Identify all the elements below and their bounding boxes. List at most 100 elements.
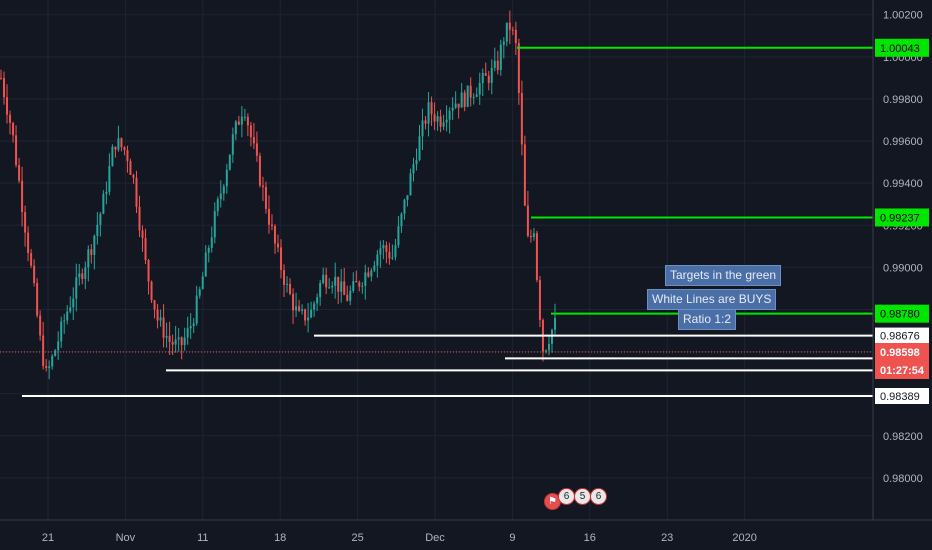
candle-body [102, 194, 105, 214]
candle-body [280, 247, 283, 271]
candle-body [460, 92, 463, 108]
candle-body [463, 92, 466, 107]
x-tick-label: 16 [584, 532, 596, 544]
candle-body [246, 116, 249, 126]
candle-body [96, 224, 99, 236]
candle-body [63, 320, 66, 322]
x-tick-label: Nov [116, 532, 136, 544]
candle-body [243, 116, 246, 118]
candle-body [36, 283, 39, 316]
candle-body [3, 78, 6, 98]
countdown-label: 01:27:54 [880, 365, 925, 377]
candle-body [454, 103, 457, 108]
candle-body [150, 281, 153, 301]
candle-body [12, 122, 15, 136]
candle-body [397, 226, 400, 246]
candle-body [159, 317, 162, 321]
candle-body [298, 306, 301, 311]
candle-body [538, 279, 541, 320]
candle-body [442, 122, 445, 127]
event-badge[interactable]: 6 [590, 488, 607, 505]
candle-body [153, 300, 156, 310]
candle-body [427, 102, 430, 124]
candle-body [352, 281, 355, 291]
candle-body [120, 138, 123, 148]
candle-body [292, 293, 295, 311]
candle-body [138, 206, 141, 231]
candle-body [325, 274, 328, 288]
candle-body [81, 273, 84, 280]
candle-body [469, 85, 472, 98]
candle-body [361, 285, 364, 287]
candle-body [340, 281, 343, 292]
candle-body [87, 249, 90, 268]
target-price-tag [875, 304, 929, 323]
y-tick-label: 0.98000 [883, 473, 923, 485]
candle-body [358, 282, 361, 287]
candle-body [412, 164, 415, 174]
candle-body [418, 136, 421, 161]
candle-body [322, 274, 325, 284]
candle-body [24, 212, 27, 233]
candle-body [496, 60, 499, 71]
candle-body [499, 44, 502, 71]
candle-body [144, 238, 147, 261]
event-badge[interactable]: 5 [574, 488, 591, 505]
candle-body [433, 114, 436, 122]
candle-body [72, 298, 75, 308]
candle-body [114, 146, 117, 150]
candle-body [213, 211, 216, 238]
annotation-ratio[interactable]: Ratio 1:2 [678, 309, 737, 330]
candle-body [267, 208, 270, 225]
candle-body [258, 155, 261, 186]
candle-body [328, 287, 331, 289]
candle-body [237, 121, 240, 125]
candle-body [93, 235, 96, 255]
time-axis[interactable]: 21 Nov 11 18 25 Dec 9 16 23 2020 [42, 532, 757, 544]
candle-body [457, 103, 460, 108]
y-tick-label: 0.99600 [883, 136, 923, 148]
candle-body [228, 154, 231, 170]
grid [0, 0, 873, 520]
candle-body [391, 257, 394, 259]
candle-body [189, 326, 192, 329]
x-tick-label: 25 [351, 532, 363, 544]
candle-body [532, 233, 535, 238]
candle-body [277, 243, 279, 248]
candle-body [78, 273, 81, 278]
candle-body [400, 213, 403, 227]
candle-body [304, 309, 307, 321]
price-axis[interactable]: 0.980000.982000.984000.986000.988000.990… [883, 10, 923, 485]
candle-body [337, 276, 340, 292]
candle-body [204, 252, 207, 277]
candle-body [550, 329, 553, 344]
candle-body [526, 205, 529, 236]
candle-body [364, 272, 367, 286]
candle-body [313, 303, 316, 310]
candle-body [216, 199, 219, 212]
annotation-targets[interactable]: Targets in the green [665, 265, 782, 286]
candle-body [231, 134, 234, 155]
candle-body [439, 116, 442, 127]
candle-body [171, 341, 174, 345]
candle-body [186, 328, 189, 338]
candle-body [168, 335, 171, 342]
candle-body [135, 177, 138, 207]
candle-body [475, 94, 478, 97]
event-badge[interactable]: 6 [558, 488, 575, 505]
candle-body [9, 114, 12, 123]
candle-body [409, 173, 412, 196]
horizontal-lines[interactable] [0, 46, 873, 397]
candle-body [51, 355, 54, 367]
candle-body [484, 73, 487, 76]
candle-body [379, 248, 382, 255]
candle-body [403, 199, 406, 214]
candle-body [331, 285, 334, 288]
candle-body [295, 306, 298, 311]
candle-body [69, 307, 72, 312]
annotation-buys[interactable]: White Lines are BUYS [647, 289, 777, 310]
candle-body [60, 321, 63, 342]
candle-body [466, 85, 469, 107]
